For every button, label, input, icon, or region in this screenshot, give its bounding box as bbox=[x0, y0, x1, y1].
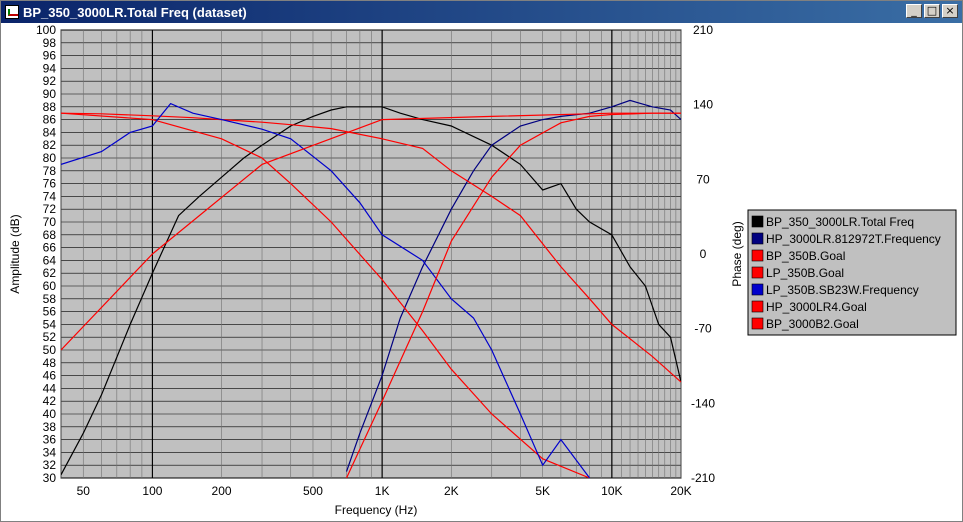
x-tick-label: 100 bbox=[142, 484, 162, 498]
window-title: BP_350_3000LR.Total Freq (dataset) bbox=[23, 4, 247, 20]
y-tick-label: 30 bbox=[43, 471, 57, 485]
y-tick-label: 98 bbox=[43, 36, 57, 50]
y-tick-label: 86 bbox=[43, 113, 57, 127]
y-tick-label: 64 bbox=[43, 253, 57, 267]
y-tick-label: 56 bbox=[43, 305, 57, 319]
y2-tick-label: 140 bbox=[693, 98, 713, 112]
y-tick-label: 96 bbox=[43, 49, 57, 63]
y-tick-label: 92 bbox=[43, 74, 57, 88]
legend-label: HP_3000LR.812972T.Frequency bbox=[766, 232, 941, 246]
y-tick-label: 76 bbox=[43, 177, 57, 191]
x-tick-label: 2K bbox=[444, 484, 459, 498]
x-tick-label: 10K bbox=[601, 484, 622, 498]
x-tick-label: 50 bbox=[77, 484, 91, 498]
y-tick-label: 72 bbox=[43, 202, 57, 216]
y2-tick-label: -210 bbox=[691, 471, 715, 485]
legend-label: HP_3000LR4.Goal bbox=[766, 300, 867, 314]
legend-label: BP_350B.Goal bbox=[766, 249, 845, 263]
y-tick-label: 36 bbox=[43, 433, 57, 447]
y-tick-label: 40 bbox=[43, 407, 57, 421]
y-tick-label: 32 bbox=[43, 458, 57, 472]
series-line-1 bbox=[345, 99, 681, 472]
y-tick-label: 66 bbox=[43, 241, 57, 255]
y-axis-label: Amplitude (dB) bbox=[8, 214, 22, 293]
y-tick-label: 94 bbox=[43, 61, 57, 75]
series-line-5 bbox=[345, 112, 681, 478]
legend-label: BP_350_3000LR.Total Freq bbox=[766, 215, 914, 229]
y-tick-label: 44 bbox=[43, 381, 57, 395]
maximize-button[interactable]: □ bbox=[924, 4, 940, 18]
y-tick-label: 100 bbox=[36, 23, 56, 37]
x-axis-ticks: 50 100 200 500 1K 2K 5K 10K 20K bbox=[77, 484, 692, 498]
legend-swatch bbox=[751, 266, 764, 279]
x-tick-label: 1K bbox=[375, 484, 390, 498]
legend-swatch bbox=[751, 232, 764, 245]
y-tick-label: 54 bbox=[43, 317, 57, 331]
y-tick-label: 58 bbox=[43, 292, 57, 306]
y-tick-label: 46 bbox=[43, 369, 57, 383]
y2-tick-label: -70 bbox=[694, 322, 712, 336]
y-tick-label: 50 bbox=[43, 343, 57, 357]
legend-swatch bbox=[751, 249, 764, 262]
chart-app-icon bbox=[5, 5, 19, 19]
y2-tick-label: 0 bbox=[700, 247, 707, 261]
legend-box bbox=[747, 209, 957, 336]
legend-swatch bbox=[751, 215, 764, 228]
y-tick-label: 60 bbox=[43, 279, 57, 293]
x-tick-label: 5K bbox=[535, 484, 550, 498]
y2-axis-ticks: 210 140 70 0 -70 -140 -210 bbox=[691, 23, 715, 485]
legend: BP_350_3000LR.Total Freq HP_3000LR.812972… bbox=[747, 209, 957, 336]
y-tick-label: 90 bbox=[43, 87, 57, 101]
x-tick-label: 200 bbox=[212, 484, 232, 498]
y-tick-label: 74 bbox=[43, 189, 57, 203]
plot-area bbox=[60, 29, 682, 479]
series-line-4 bbox=[61, 102, 591, 478]
frequency-response-chart: 3032343638404244464850525456586062646668… bbox=[8, 23, 957, 517]
y2-tick-label: 210 bbox=[693, 23, 713, 37]
series-line-3 bbox=[61, 112, 590, 478]
y-tick-label: 84 bbox=[43, 125, 57, 139]
title-bar[interactable]: BP_350_3000LR.Total Freq (dataset) _ □ × bbox=[1, 1, 962, 23]
y-tick-label: 52 bbox=[43, 330, 57, 344]
y-tick-label: 68 bbox=[43, 228, 57, 242]
y-tick-label: 34 bbox=[43, 445, 57, 459]
y-tick-label: 80 bbox=[43, 151, 57, 165]
legend-label: LP_350B.Goal bbox=[766, 266, 844, 280]
legend-label: BP_3000B2.Goal bbox=[766, 317, 859, 331]
y2-tick-label: 70 bbox=[696, 172, 710, 186]
series-line-6 bbox=[61, 112, 681, 351]
y-tick-label: 88 bbox=[43, 100, 57, 114]
x-axis-label: Frequency (Hz) bbox=[335, 503, 418, 517]
y-tick-label: 78 bbox=[43, 164, 57, 178]
y2-tick-label: -140 bbox=[691, 396, 715, 410]
y-tick-label: 70 bbox=[43, 215, 57, 229]
y-tick-label: 48 bbox=[43, 356, 57, 370]
minimize-button[interactable]: _ bbox=[906, 4, 922, 18]
legend-swatch bbox=[751, 317, 764, 330]
x-tick-label: 20K bbox=[670, 484, 691, 498]
y-tick-label: 82 bbox=[43, 138, 57, 152]
y2-axis-label: Phase (deg) bbox=[730, 221, 744, 286]
grid bbox=[60, 29, 682, 479]
legend-swatch bbox=[751, 300, 764, 313]
series-group bbox=[61, 99, 681, 478]
y-tick-label: 62 bbox=[43, 266, 57, 280]
legend-label: LP_350B.SB23W.Frequency bbox=[766, 283, 919, 297]
y-tick-label: 38 bbox=[43, 420, 57, 434]
x-tick-label: 500 bbox=[303, 484, 323, 498]
y-axis-ticks: 3032343638404244464850525456586062646668… bbox=[36, 23, 56, 485]
close-button[interactable]: × bbox=[942, 4, 958, 18]
series-line-2 bbox=[61, 112, 681, 383]
legend-swatch bbox=[751, 283, 764, 296]
series-line-0 bbox=[61, 106, 681, 476]
y-tick-label: 42 bbox=[43, 394, 57, 408]
